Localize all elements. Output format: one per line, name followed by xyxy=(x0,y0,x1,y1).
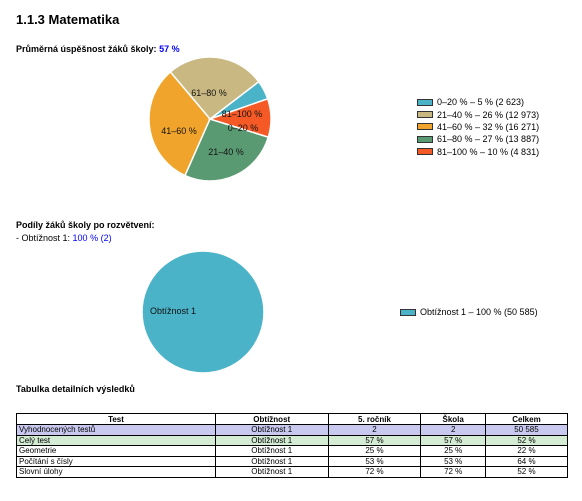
table-cell: 57 % xyxy=(327,434,422,446)
pie-slice-label: 0–20 % xyxy=(228,123,259,133)
section-title: 1.1.3 Matematika xyxy=(16,12,120,27)
column-header: Celkem xyxy=(484,413,569,425)
table-cell: Geometrie xyxy=(16,445,216,457)
legend-label: 81–100 % – 10 % (4 831) xyxy=(437,146,540,157)
branch-value: 100 % (2) xyxy=(72,233,112,243)
table-cell: Slovní úlohy xyxy=(16,466,216,478)
pie-slice xyxy=(148,70,211,177)
table-cell: 25 % xyxy=(420,445,486,457)
legend-swatch xyxy=(417,148,433,156)
table-cell: Počítání s čísly xyxy=(16,455,216,467)
pie-chart-difficulty: Obtížnost 1 xyxy=(141,250,265,374)
pie-slice xyxy=(184,118,270,182)
legend-swatch xyxy=(417,111,433,119)
table-title: Tabulka detailních výsledků xyxy=(16,384,135,394)
legend-swatch xyxy=(417,123,433,131)
pie-slice-label: 41–60 % xyxy=(161,126,197,136)
table-header-row: Test Obtížnost 5. ročník Škola Celkem xyxy=(16,413,569,425)
legend-item: 81–100 % – 10 % (4 831) xyxy=(417,146,539,158)
table-cell: Vyhodnocených testů xyxy=(16,424,216,436)
column-header: 5. ročník xyxy=(327,413,422,425)
table-cell: 53 % xyxy=(420,455,486,467)
table-cell: 72 % xyxy=(327,466,422,478)
table-cell: Obtížnost 1 xyxy=(214,466,329,478)
legend-item: 21–40 % – 26 % (12 973) xyxy=(417,108,539,120)
legend-swatch xyxy=(417,98,433,106)
pie-slice xyxy=(169,56,260,121)
pie-chart-score-distribution: 0–20 % 21–40 % 41–60 % 61–80 % 81–100 % xyxy=(148,56,272,182)
pie-slice xyxy=(207,97,272,139)
table-cell: Obtížnost 1 xyxy=(214,445,329,457)
pie1-legend: 0–20 % – 5 % (2 623) 21–40 % – 26 % (12 … xyxy=(417,96,539,158)
table-row: Slovní úlohy Obtížnost 1 72 % 72 % 52 % xyxy=(16,466,569,478)
branch-title: Podíly žáků školy po rozvětvení: xyxy=(16,220,155,230)
column-header: Škola xyxy=(420,413,486,425)
table-cell: 50 585 xyxy=(484,424,569,436)
legend-swatch xyxy=(400,308,416,316)
pie-slice xyxy=(141,250,265,374)
pie-slice-label: 21–40 % xyxy=(208,147,244,157)
table-row: Vyhodnocených testů Obtížnost 1 2 2 50 5… xyxy=(16,424,569,436)
results-table: Test Obtížnost 5. ročník Škola Celkem Vy… xyxy=(16,413,569,478)
branch-line: - Obtížnost 1: 100 % (2) xyxy=(16,233,112,243)
legend-item: 0–20 % – 5 % (2 623) xyxy=(417,96,539,108)
pie-slice-label: 81–100 % xyxy=(222,109,263,119)
average-success-value: 57 % xyxy=(159,44,180,54)
table-cell: Obtížnost 1 xyxy=(214,434,329,446)
pie-slice-label: 61–80 % xyxy=(191,88,227,98)
column-header: Obtížnost xyxy=(214,413,329,425)
legend-label: 41–60 % – 32 % (16 271) xyxy=(437,121,540,132)
legend-label: 61–80 % – 27 % (13 887) xyxy=(437,134,540,145)
average-success-label: Průměrná úspěšnost žáků školy: xyxy=(16,44,157,54)
pie-slice-label: Obtížnost 1 xyxy=(150,306,196,316)
table-row: Geometrie Obtížnost 1 25 % 25 % 22 % xyxy=(16,445,569,457)
table-row: Počítání s čísly Obtížnost 1 53 % 53 % 6… xyxy=(16,455,569,467)
legend-item: 61–80 % – 27 % (13 887) xyxy=(417,133,539,145)
table-cell: Obtížnost 1 xyxy=(214,455,329,467)
table-cell: 2 xyxy=(420,424,486,436)
table-cell: 53 % xyxy=(327,455,422,467)
legend-item: 41–60 % – 32 % (16 271) xyxy=(417,121,539,133)
table-cell: 2 xyxy=(327,424,422,436)
pie2-legend: Obtížnost 1 – 100 % (50 585) xyxy=(400,306,538,318)
table-cell: 25 % xyxy=(327,445,422,457)
legend-label: Obtížnost 1 – 100 % (50 585) xyxy=(420,307,538,318)
table-cell: 72 % xyxy=(420,466,486,478)
column-header: Test xyxy=(16,413,216,425)
table-row: Celý test Obtížnost 1 57 % 57 % 52 % xyxy=(16,434,569,446)
legend-swatch xyxy=(417,135,433,143)
branch-prefix: - Obtížnost 1: xyxy=(16,233,71,243)
legend-item: Obtížnost 1 – 100 % (50 585) xyxy=(400,306,538,318)
table-cell: Obtížnost 1 xyxy=(214,424,329,436)
table-cell: 22 % xyxy=(484,445,569,457)
table-cell: 64 % xyxy=(484,455,569,467)
average-success-line: Průměrná úspěšnost žáků školy: 57 % xyxy=(16,44,180,54)
table-cell: 57 % xyxy=(420,434,486,446)
legend-label: 21–40 % – 26 % (12 973) xyxy=(437,109,540,120)
legend-label: 0–20 % – 5 % (2 623) xyxy=(437,97,525,108)
table-cell: 52 % xyxy=(484,466,569,478)
table-cell: Celý test xyxy=(16,434,216,446)
table-cell: 52 % xyxy=(484,434,569,446)
